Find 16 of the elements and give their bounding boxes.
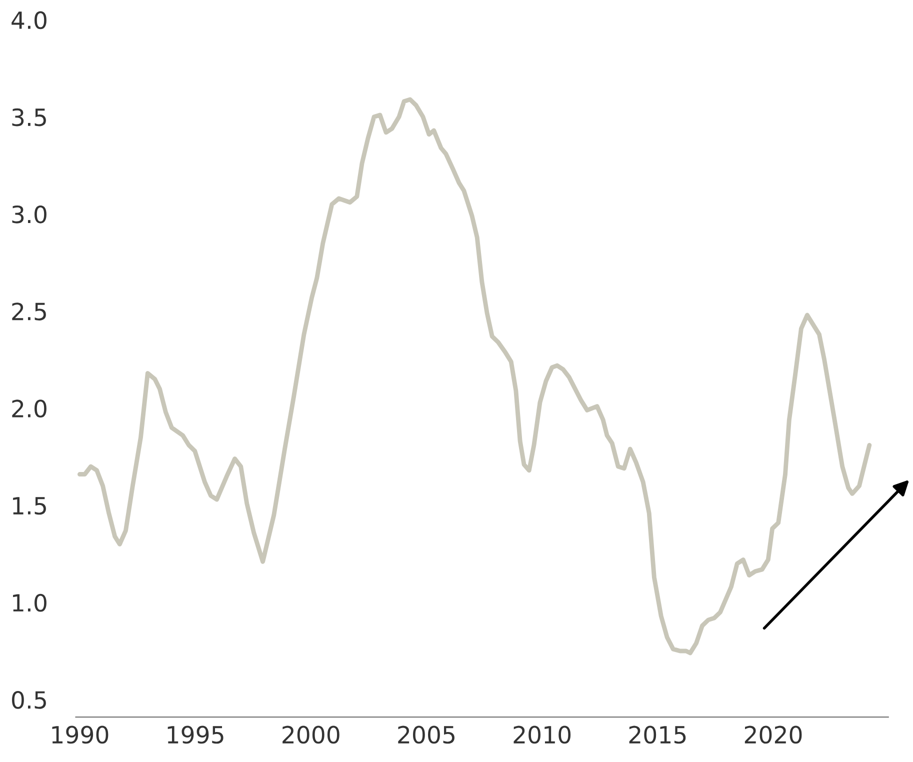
y-tick-label: 0.5: [12, 691, 46, 709]
y-tick-label: 1.0: [13, 594, 46, 612]
y-tick-label: 4.0: [12, 11, 46, 30]
x-tick-label: 2010: [514, 726, 571, 744]
line-series: [77, 97, 872, 656]
x-tick-label: 2000: [282, 726, 340, 744]
x-tick-label: 2005: [398, 726, 454, 744]
y-tick-label: 3.5: [12, 108, 46, 126]
y-tick-label: 1.5: [13, 497, 46, 515]
y-tick-label: 3.0: [12, 205, 46, 224]
x-tick-label: 2020: [744, 726, 802, 744]
x-tick-label: 1995: [168, 726, 224, 744]
x-tick-label: 1990: [52, 726, 108, 744]
y-tick-label: 2.0: [12, 400, 46, 418]
x-tick-label: 2015: [629, 726, 686, 744]
y-tick-label: 2.5: [12, 302, 46, 320]
